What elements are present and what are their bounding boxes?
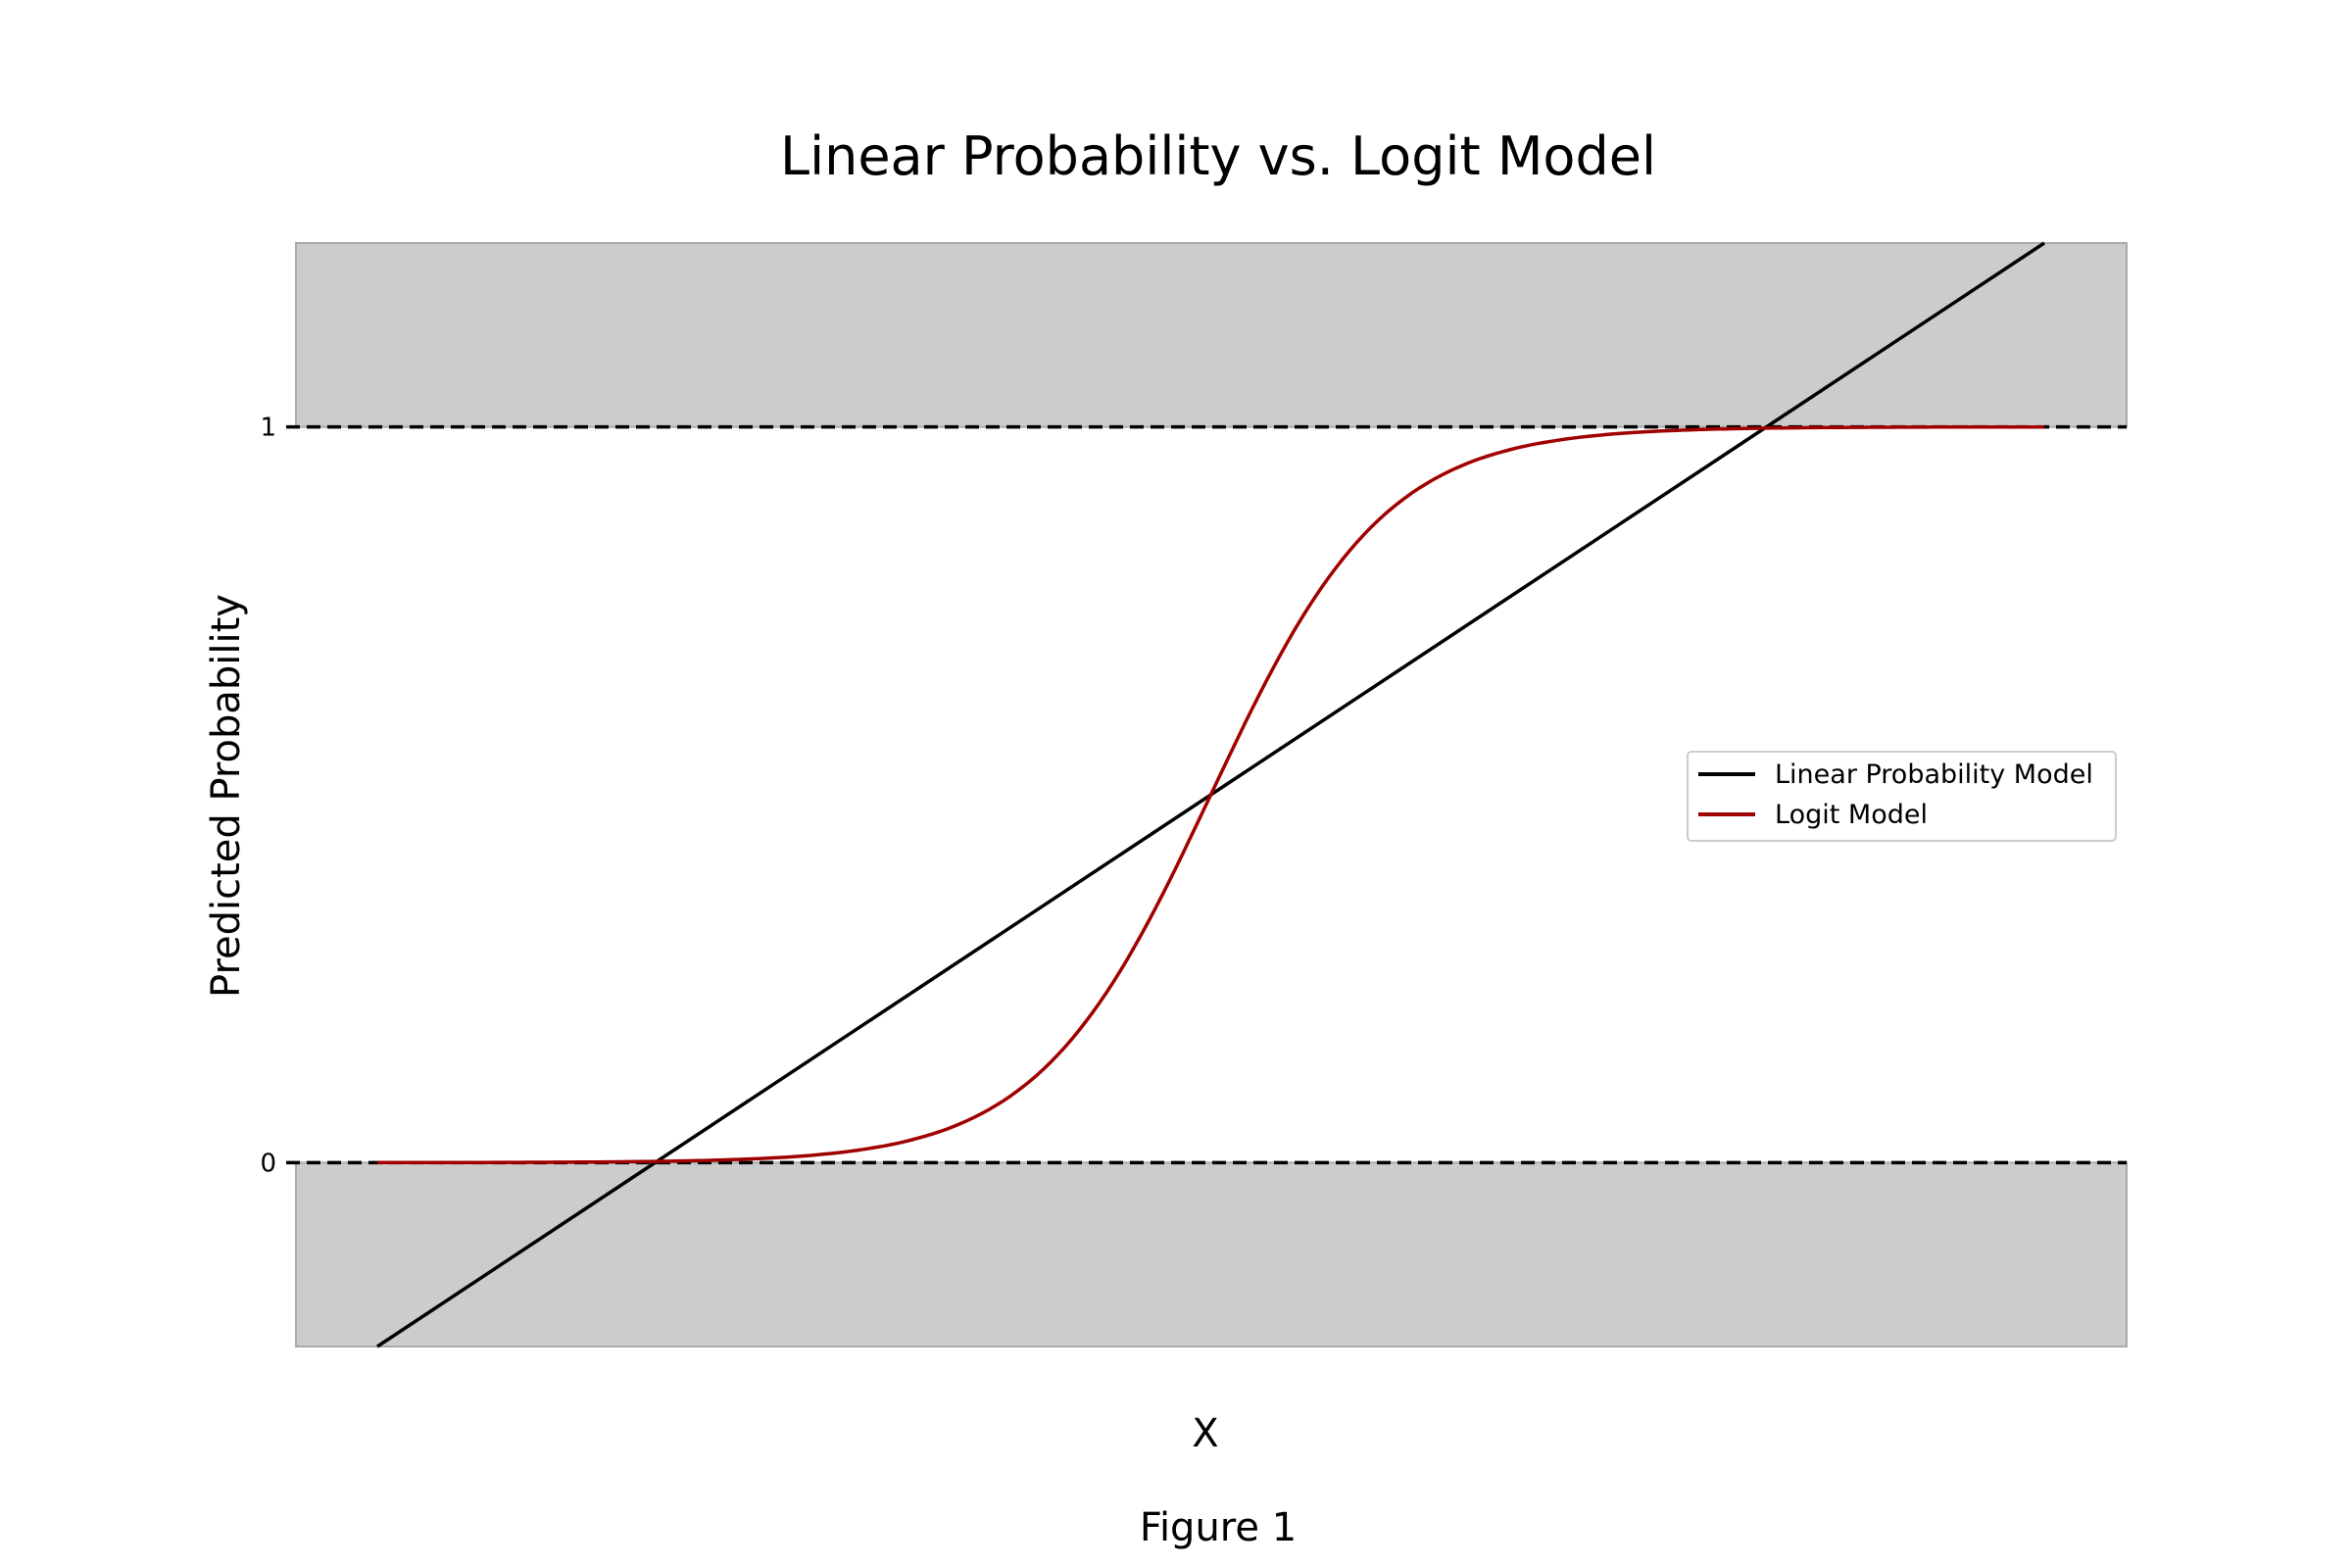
shaded-regions [295, 242, 2128, 1348]
legend: Linear Probability Model Logit Model [1687, 751, 2117, 842]
series-line-logit [377, 424, 2044, 1165]
y-axis-ticks: 01 [260, 414, 296, 1178]
legend-label-logit: Logit Model [1775, 800, 1928, 830]
y-tick-label-1: 1 [260, 414, 276, 443]
legend-frame [1687, 751, 2117, 842]
y-tick-label-0: 0 [260, 1149, 276, 1178]
shaded-region-0 [295, 1161, 2128, 1348]
shaded-region-1 [295, 242, 2128, 428]
y-axis-label: Predicted Probability [204, 594, 249, 998]
legend-label-linear: Linear Probability Model [1775, 760, 2093, 790]
figure-caption: Figure 1 [1140, 1505, 1297, 1550]
series-layer [376, 241, 2045, 1348]
x-axis-label: X [1192, 1411, 1218, 1456]
chart-title: Linear Probability vs. Logit Model [780, 125, 1656, 187]
